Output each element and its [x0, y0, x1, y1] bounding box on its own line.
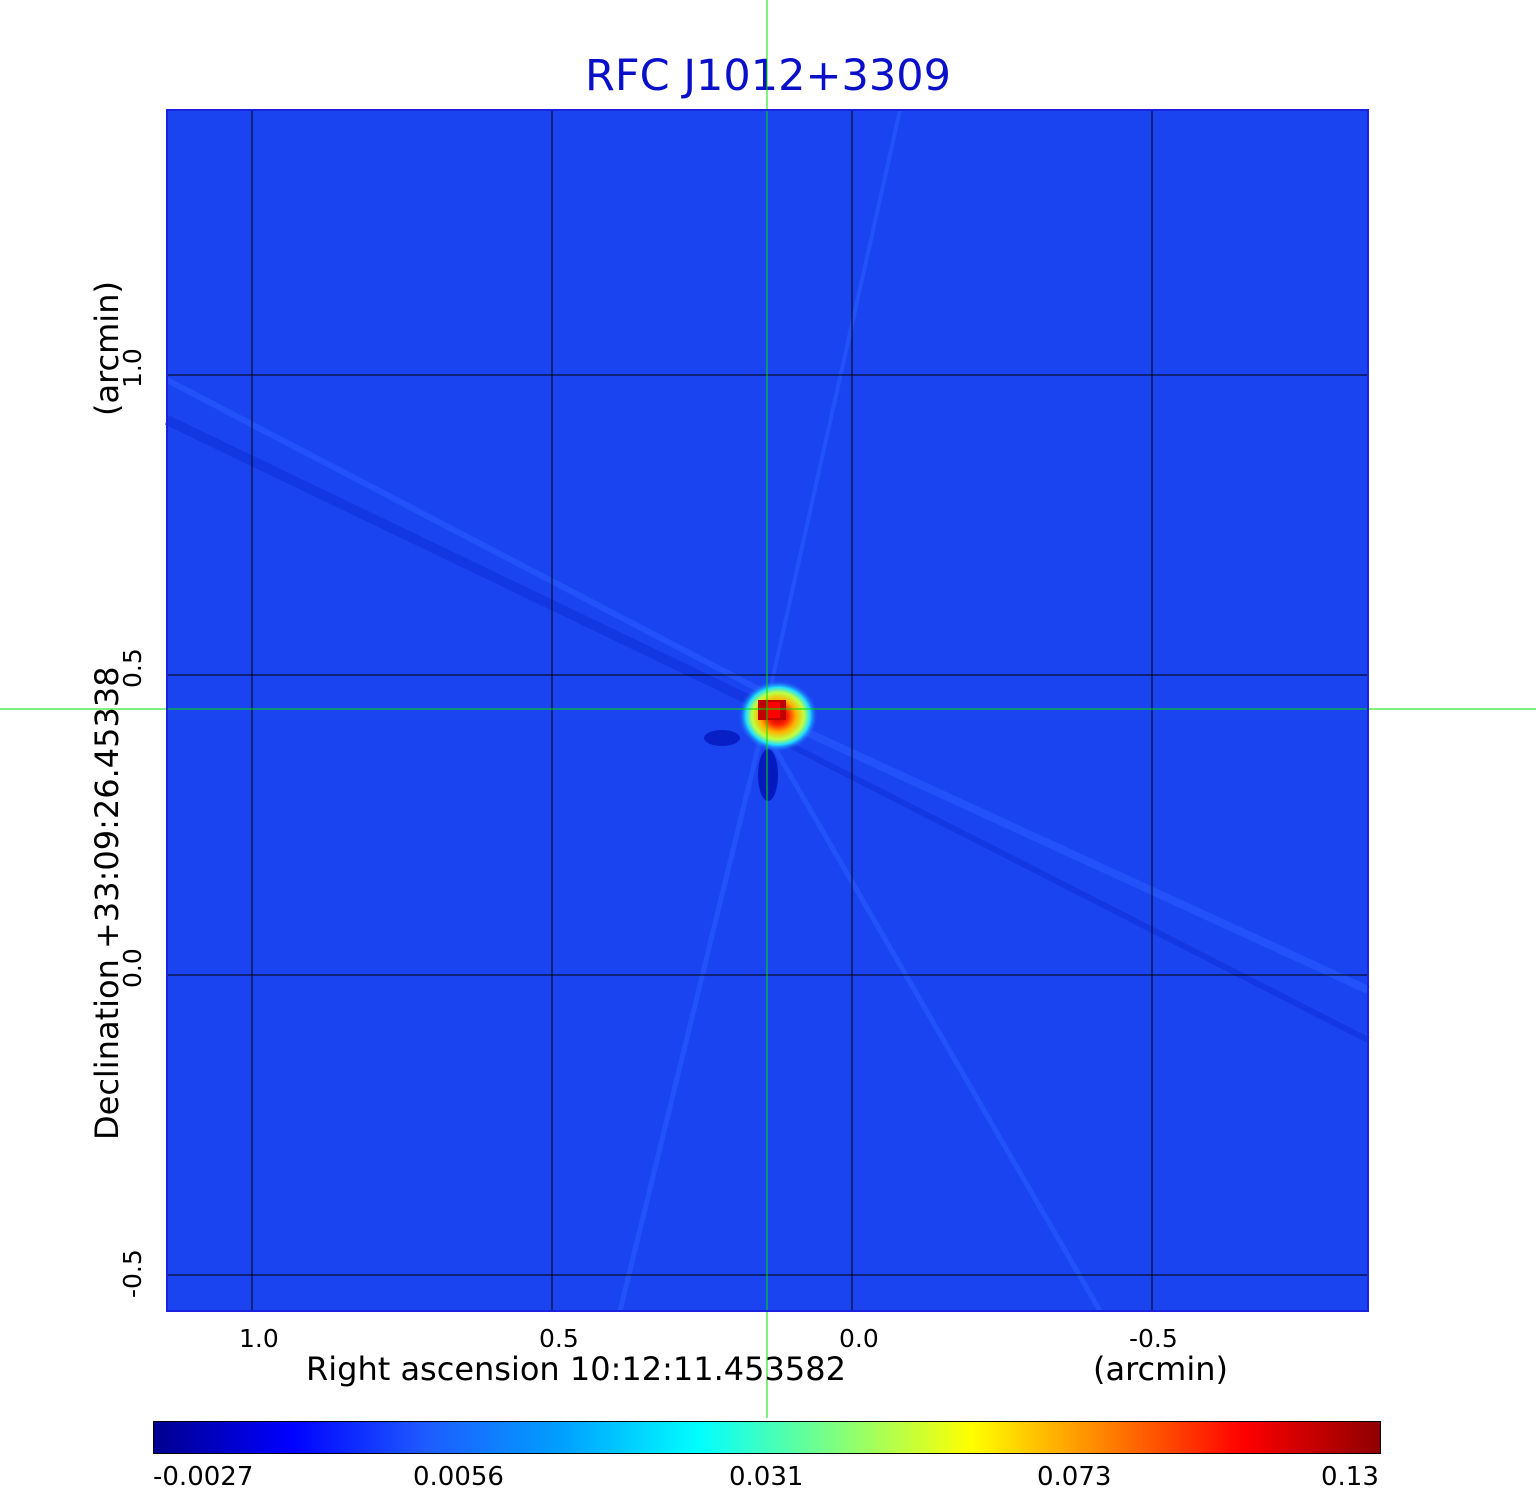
- colorbar-tick: 0.13: [1321, 1462, 1379, 1492]
- y-tick: -0.5: [118, 1249, 147, 1298]
- negative-lobe: [704, 730, 740, 746]
- x-tick: -0.5: [1129, 1324, 1178, 1353]
- sidelobe-streaks: [164, 109, 1370, 1313]
- image-title: RFC J1012+3309: [585, 51, 951, 101]
- radio-source-peak: [768, 702, 780, 718]
- colorbar-tick: 0.031: [729, 1462, 804, 1492]
- colorbar-tick: 0.0056: [413, 1462, 504, 1492]
- y-axis-label: Declination +33:09:26.45338: [88, 666, 126, 1140]
- x-tick: 0.5: [539, 1324, 579, 1353]
- y-axis-unit: (arcmin): [88, 281, 126, 416]
- x-tick: 0.0: [839, 1324, 879, 1353]
- colorbar-tick: -0.0027: [153, 1462, 254, 1492]
- colorbar: [153, 1421, 1381, 1454]
- x-axis-unit: (arcmin): [1093, 1350, 1228, 1388]
- colorbar-tick: 0.073: [1037, 1462, 1112, 1492]
- crosshair: [0, 0, 1536, 1418]
- negative-lobe: [758, 749, 778, 801]
- map-frame: [166, 109, 1369, 1312]
- x-tick: 1.0: [239, 1324, 279, 1353]
- x-axis-label: Right ascension 10:12:11.453582: [306, 1350, 846, 1388]
